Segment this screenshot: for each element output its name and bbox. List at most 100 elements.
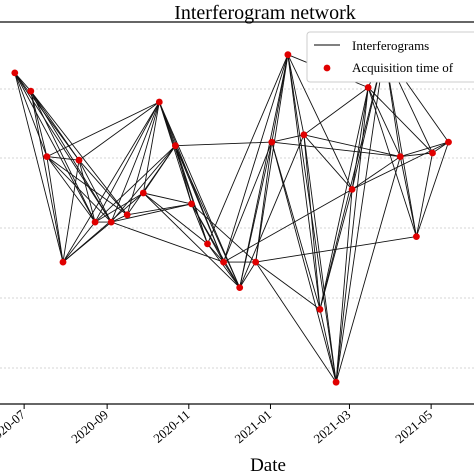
interferogram-line: [110, 101, 160, 223]
interferogram-line: [30, 90, 112, 223]
acquisition-point: [364, 84, 372, 91]
acquisition-point: [316, 306, 324, 313]
acquisition-point: [172, 142, 179, 150]
interferogram-line: [335, 87, 369, 383]
acquisition-point: [139, 189, 147, 197]
interferogram-line: [271, 141, 321, 310]
acquisition-point: [413, 233, 420, 241]
interferogram-line: [30, 90, 80, 161]
interferogram-line: [62, 192, 144, 263]
interferogram-line: [239, 134, 305, 288]
interferogram-line: [351, 87, 369, 190]
x-tick-label: 2020-09: [68, 407, 111, 446]
interferogram-line: [175, 141, 272, 147]
interferogram-line: [400, 152, 433, 158]
interferogram-line: [303, 134, 321, 310]
acquisition-point: [59, 258, 67, 266]
x-tick-label: 2021-05: [392, 407, 435, 446]
interferogram-line: [335, 189, 353, 383]
legend: Interferograms Acquisition time of: [306, 31, 474, 83]
acquisition-point: [27, 87, 35, 95]
interferogram-line: [94, 101, 160, 223]
interferogram-line: [14, 72, 112, 223]
acquisition-point: [396, 153, 404, 161]
interferogram-line: [142, 101, 160, 194]
interferogram-line: [46, 156, 96, 223]
interferogram-line: [223, 141, 273, 263]
interferogram-line: [415, 152, 433, 237]
interferogram-line: [271, 54, 289, 143]
interferogram-line: [94, 145, 176, 223]
interferogram-line: [303, 134, 337, 383]
interferogram-line: [62, 160, 80, 263]
interferogram-line: [367, 87, 433, 154]
acquisition-point: [91, 218, 99, 226]
interferogram-line: [46, 101, 160, 158]
acquisition-point: [11, 69, 19, 77]
acquisition-point: [445, 138, 452, 146]
interferogram-line: [174, 145, 225, 263]
interferogram-line: [46, 156, 80, 161]
acquisition-point: [188, 200, 195, 208]
interferogram-line: [400, 141, 449, 158]
interferogram-line: [30, 90, 48, 157]
interferogram-line: [303, 134, 353, 190]
interferogram-line: [255, 261, 321, 310]
interferogram-line: [255, 261, 337, 383]
legend-dot-swatch: [323, 64, 331, 72]
acquisition-point: [332, 378, 340, 386]
x-tick-label: 2021-01: [232, 407, 275, 446]
x-tick-label: 2020-11: [150, 407, 192, 446]
x-axis-ticks: 2020-07 2020-09 2020-11 2021-01 2021-03 2021-…: [0, 404, 435, 446]
interferogram-line: [142, 145, 176, 194]
interferogram-line: [158, 101, 241, 288]
interferogram-line: [142, 192, 241, 288]
x-tick-label: 2021-03: [311, 407, 354, 446]
interferogram-line: [191, 203, 257, 263]
interferogram-line: [303, 134, 401, 158]
plot-frame: [0, 21, 474, 405]
x-tick-label: 2020-07: [0, 406, 28, 446]
interferogram-line: [174, 145, 241, 288]
interferogram-line: [14, 72, 64, 263]
acquisition-point: [284, 51, 292, 59]
acquisition-point: [204, 240, 211, 248]
interferogram-line: [62, 101, 160, 263]
acquisition-point: [300, 131, 308, 139]
acquisition-point: [107, 218, 115, 226]
interferogram-line: [271, 141, 401, 158]
interferogram-line: [287, 54, 353, 190]
interferogram-line: [111, 221, 224, 263]
interferogram-line: [415, 141, 449, 237]
acquisition-point: [220, 258, 228, 266]
interferogram-line: [223, 261, 241, 288]
interferogram-line: [62, 221, 96, 263]
interferogram-line: [78, 101, 160, 161]
legend-label-interferograms: Interferograms: [352, 38, 429, 53]
interferogram-line: [174, 145, 192, 205]
interferogram-line: [143, 192, 208, 245]
interferogram-line: [78, 160, 96, 223]
acquisition-point: [43, 153, 51, 161]
acquisition-point: [123, 211, 131, 219]
interferogram-line: [14, 72, 96, 223]
interferogram-line: [367, 87, 417, 237]
acquisition-point: [268, 138, 276, 146]
acquisition-point: [155, 98, 163, 106]
interferogram-line: [319, 87, 369, 310]
interferogram-line: [46, 156, 128, 216]
interferogram-line: [126, 101, 160, 215]
acquisition-point: [236, 284, 244, 291]
acquisition-point: [429, 149, 436, 157]
interferogram-line: [143, 192, 192, 205]
interferogram-line: [110, 145, 176, 223]
interferogram-line: [335, 156, 401, 383]
acquisition-points: [11, 47, 452, 386]
interferogram-line: [319, 50, 385, 310]
interferogram-line: [191, 203, 208, 245]
interferogram-edges: [14, 50, 449, 383]
interferogram-line: [207, 54, 289, 245]
x-axis-label: Date: [250, 455, 286, 474]
legend-box: [306, 31, 474, 83]
interferogram-line: [46, 156, 64, 263]
